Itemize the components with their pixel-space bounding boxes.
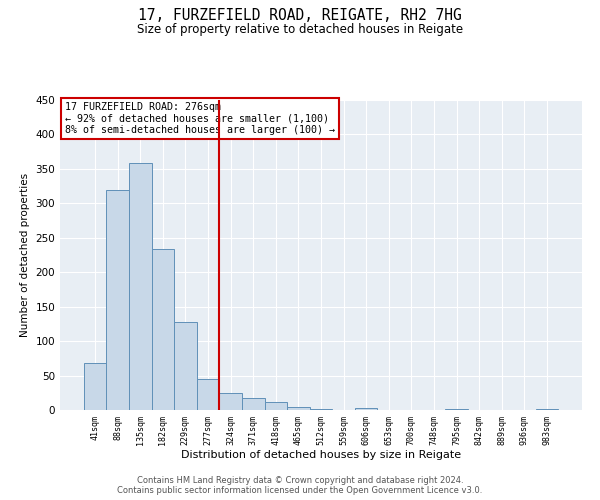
Bar [310,408,332,410]
Text: 17, FURZEFIELD ROAD, REIGATE, RH2 7HG: 17, FURZEFIELD ROAD, REIGATE, RH2 7HG [138,8,462,22]
Text: Contains HM Land Registry data © Crown copyright and database right 2024.: Contains HM Land Registry data © Crown c… [137,476,463,485]
Bar [174,322,197,410]
Text: 17 FURZEFIELD ROAD: 276sqm
← 92% of detached houses are smaller (1,100)
8% of se: 17 FURZEFIELD ROAD: 276sqm ← 92% of deta… [65,102,335,134]
Text: Size of property relative to detached houses in Reigate: Size of property relative to detached ho… [137,22,463,36]
Bar [106,190,129,410]
Y-axis label: Number of detached properties: Number of detached properties [20,173,30,337]
Bar [129,164,152,410]
Bar [287,406,310,410]
Bar [265,402,287,410]
Bar [355,408,377,410]
Text: Contains public sector information licensed under the Open Government Licence v3: Contains public sector information licen… [118,486,482,495]
Bar [152,249,174,410]
Bar [197,379,220,410]
X-axis label: Distribution of detached houses by size in Reigate: Distribution of detached houses by size … [181,450,461,460]
Bar [445,408,468,410]
Bar [220,393,242,410]
Bar [84,363,106,410]
Bar [242,398,265,410]
